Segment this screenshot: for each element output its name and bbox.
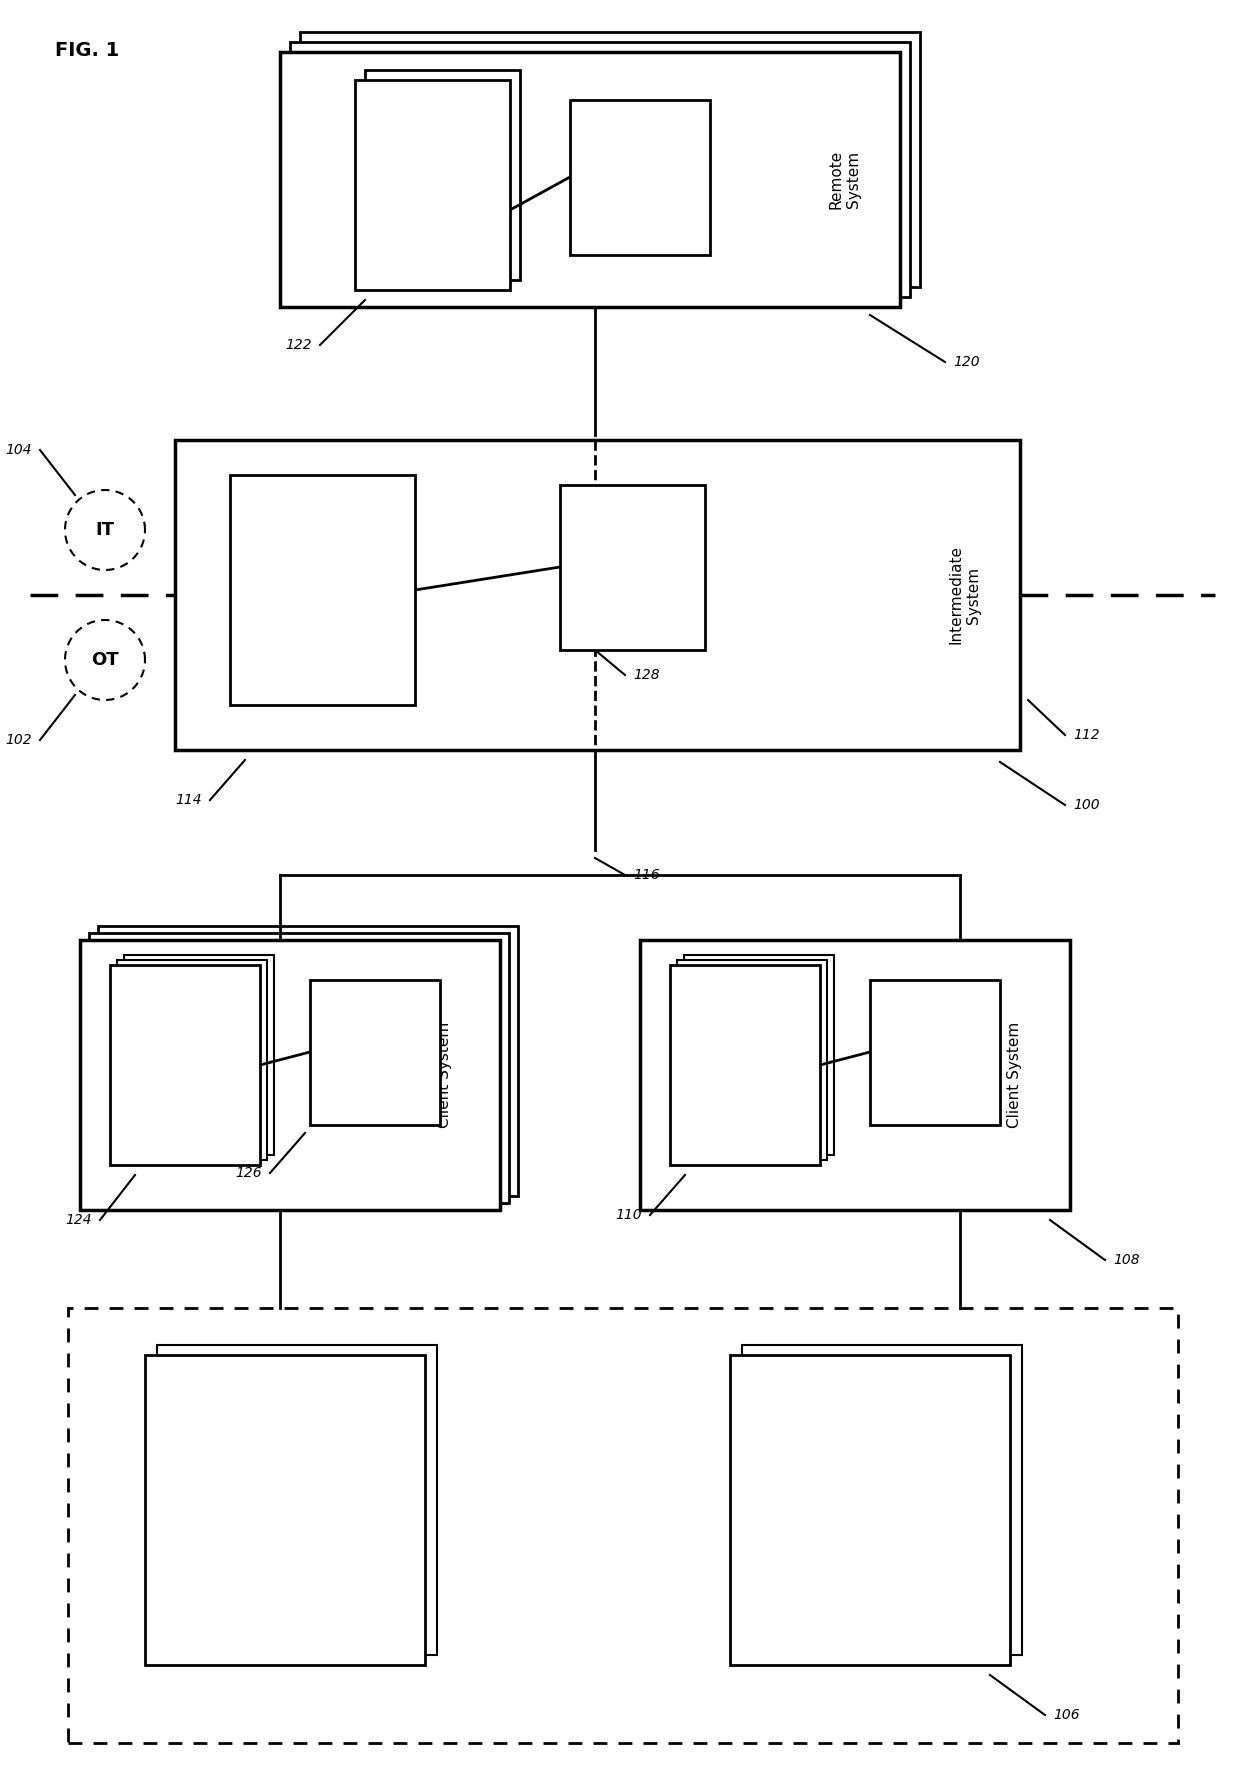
Text: Trust Anchor: Trust Anchor bbox=[625, 519, 640, 615]
Text: 128: 128 bbox=[632, 669, 660, 681]
Bar bbox=[117, 960, 267, 1160]
Bar bbox=[110, 966, 260, 1166]
Bar bbox=[355, 80, 510, 290]
Bar bbox=[640, 940, 1070, 1210]
Bar bbox=[310, 980, 440, 1125]
Text: Client System: Client System bbox=[438, 1023, 453, 1128]
Bar bbox=[98, 926, 518, 1196]
Text: Client System: Client System bbox=[1007, 1023, 1023, 1128]
Text: OT: OT bbox=[92, 651, 119, 669]
Text: 110: 110 bbox=[615, 1209, 642, 1221]
Text: 108: 108 bbox=[1114, 1253, 1140, 1268]
Bar bbox=[870, 980, 999, 1125]
Bar bbox=[684, 955, 835, 1155]
Text: 114: 114 bbox=[175, 794, 202, 806]
Text: Trust Anchor: Trust Anchor bbox=[367, 1005, 382, 1100]
Bar bbox=[670, 966, 820, 1166]
Text: 116: 116 bbox=[632, 867, 660, 881]
Text: 104: 104 bbox=[5, 443, 32, 458]
Bar bbox=[570, 100, 711, 256]
Bar bbox=[89, 933, 508, 1203]
Text: FIG. 1: FIG. 1 bbox=[55, 41, 119, 59]
Text: Signature
Service: Signature Service bbox=[306, 552, 339, 628]
Text: Client
Application: Client Application bbox=[729, 1023, 761, 1109]
Text: 112: 112 bbox=[1073, 728, 1100, 742]
Text: Trust Anchor: Trust Anchor bbox=[632, 129, 647, 225]
Bar bbox=[730, 1355, 1011, 1665]
Bar bbox=[742, 1345, 1022, 1656]
Text: Device: Device bbox=[839, 1500, 901, 1520]
Text: 124: 124 bbox=[66, 1212, 92, 1227]
Text: Device: Device bbox=[254, 1500, 316, 1520]
Bar bbox=[560, 485, 706, 651]
Bar bbox=[157, 1345, 436, 1656]
Text: 120: 120 bbox=[954, 356, 980, 368]
Text: Trust Anchor: Trust Anchor bbox=[928, 1005, 942, 1100]
Bar bbox=[124, 955, 274, 1155]
Text: Client
Application: Client Application bbox=[169, 1023, 201, 1109]
Bar bbox=[229, 476, 415, 704]
Bar bbox=[68, 1309, 1178, 1743]
Text: 102: 102 bbox=[5, 733, 32, 747]
Text: IT: IT bbox=[95, 520, 114, 538]
Bar bbox=[81, 940, 500, 1210]
Text: 100: 100 bbox=[1073, 797, 1100, 812]
Bar bbox=[280, 52, 900, 308]
Text: 118: 118 bbox=[639, 452, 665, 467]
Text: 122: 122 bbox=[285, 338, 312, 352]
Bar bbox=[290, 41, 910, 297]
Text: 126: 126 bbox=[236, 1166, 262, 1180]
Bar bbox=[145, 1355, 425, 1665]
Text: Remote
System: Remote System bbox=[828, 150, 862, 209]
Bar bbox=[677, 960, 827, 1160]
Text: Intermediate
System: Intermediate System bbox=[949, 545, 981, 644]
Bar bbox=[300, 32, 920, 288]
Text: Remote
Service: Remote Service bbox=[415, 156, 448, 215]
Bar bbox=[175, 440, 1021, 749]
Text: 106: 106 bbox=[1053, 1708, 1080, 1722]
Bar bbox=[365, 70, 520, 281]
